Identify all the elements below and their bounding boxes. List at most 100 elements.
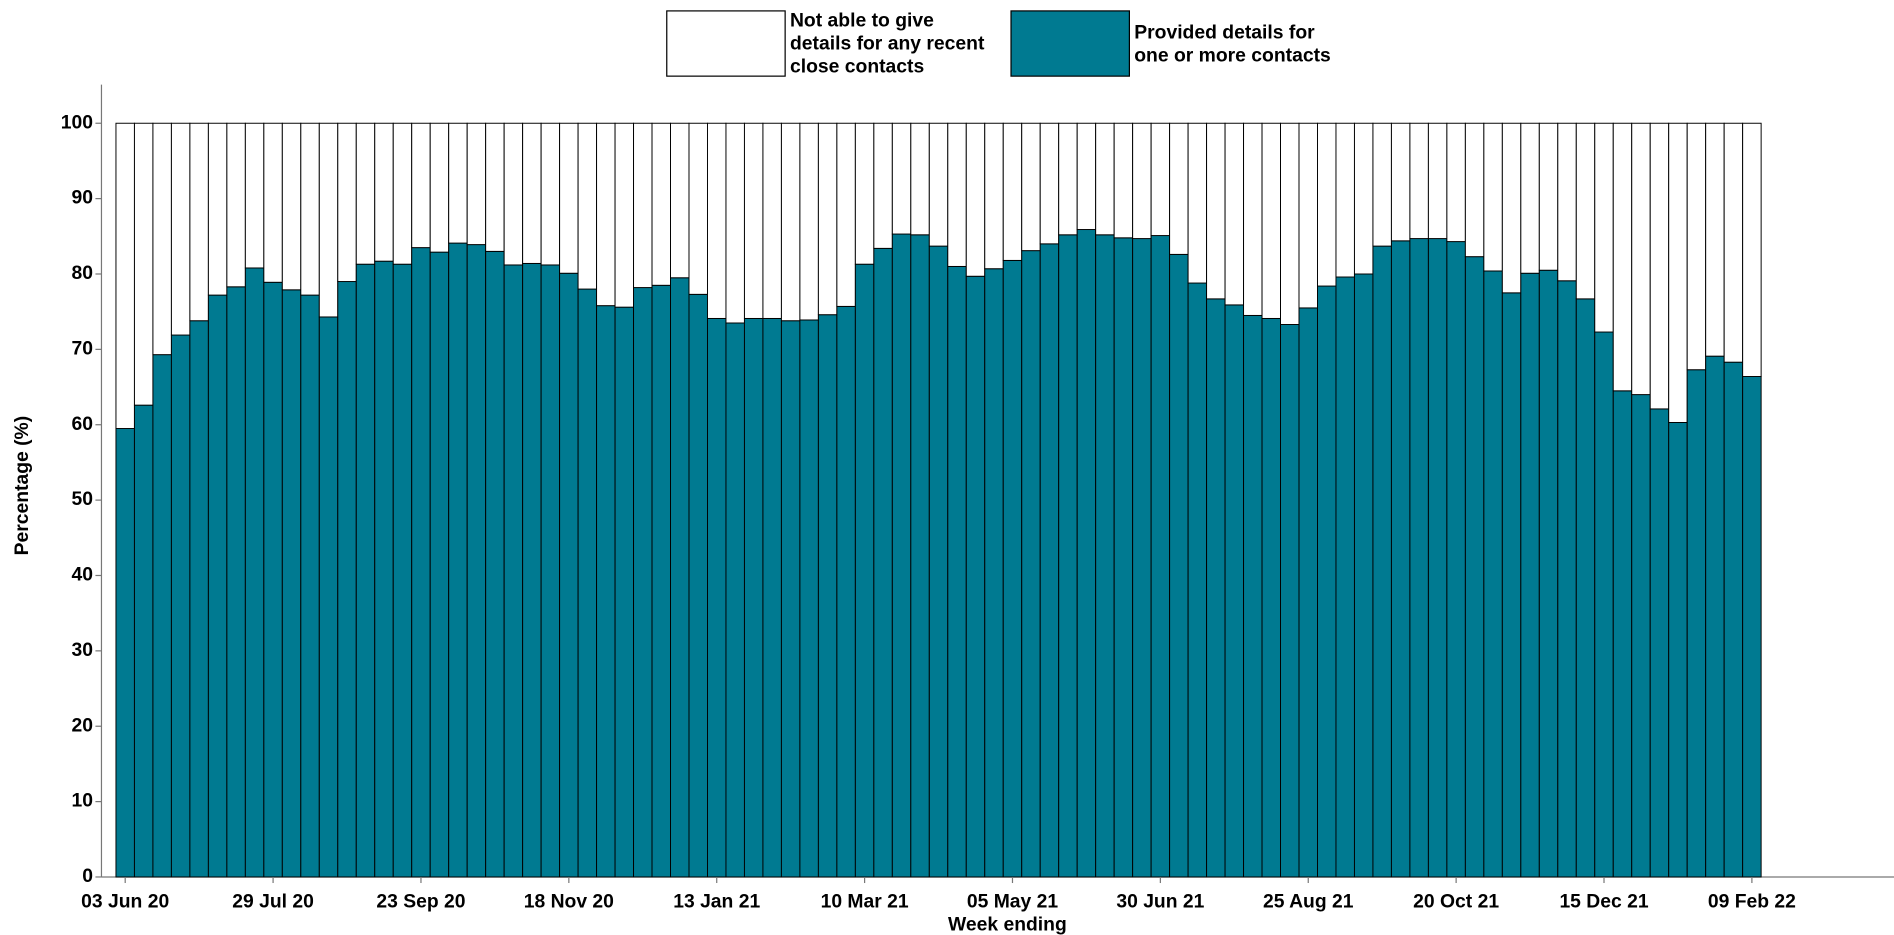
bar-segment [1243, 122, 1263, 316]
bar-segment [873, 122, 893, 249]
x-tick-label: 18 Nov 20 [524, 891, 614, 912]
x-tick-label: 25 Aug 21 [1263, 891, 1354, 912]
bar-segment [485, 250, 505, 878]
y-tick-label: 10 [72, 791, 93, 812]
bar-segment [1742, 376, 1762, 878]
bar-segment [947, 265, 967, 878]
bar-segment [1723, 122, 1744, 363]
bar-segment [429, 251, 450, 878]
bar-segment [374, 260, 394, 878]
bar-segment [1446, 122, 1466, 243]
bar-segment [910, 234, 930, 878]
bar-segment [1649, 122, 1670, 410]
bar-segment [670, 122, 690, 279]
bar-segment [540, 122, 561, 266]
bar-segment [1132, 122, 1152, 240]
bar-segment [522, 262, 542, 878]
bar-segment [522, 122, 542, 264]
bar-segment [965, 122, 986, 277]
bar-segment [1317, 285, 1337, 878]
bar-segment [503, 264, 524, 878]
bar-segment [1575, 298, 1596, 878]
bar-segment [577, 288, 598, 878]
bar-segment [854, 122, 875, 265]
bar-segment [1353, 273, 1374, 878]
bar-segment [873, 247, 893, 878]
bar-segment [1150, 235, 1171, 878]
bar-segment [799, 319, 819, 878]
bar-segment [1612, 122, 1633, 392]
bar-segment [263, 281, 283, 878]
bar-segment [355, 263, 376, 878]
bar-segment [300, 294, 320, 878]
bar-segment [836, 122, 856, 307]
bar-segment [1501, 292, 1522, 878]
bar-segment [1520, 272, 1540, 878]
bar-segment [466, 122, 487, 246]
bar-segment [337, 122, 357, 283]
bar-segment [799, 122, 819, 321]
bar-segment [1058, 234, 1078, 878]
x-tick-label: 23 Sep 20 [376, 891, 465, 912]
y-tick-label: 80 [72, 263, 93, 284]
bar-segment [1206, 122, 1226, 300]
bar-segment [244, 267, 265, 878]
x-tick-label: 03 Jun 20 [81, 891, 169, 912]
bar-segment [1575, 122, 1596, 300]
bar-segment [466, 244, 487, 878]
bar-segment [1372, 122, 1392, 247]
bar-segment [1686, 369, 1707, 878]
bar-segment [817, 122, 838, 316]
bar-segment [1483, 122, 1503, 272]
legend-label: Provided details for one or more contact… [1134, 22, 1331, 67]
bar-segment [503, 122, 524, 266]
bar-segment [670, 277, 690, 878]
bar-segment [1095, 234, 1115, 878]
bar-segment [984, 268, 1004, 878]
bar-segment [189, 122, 209, 322]
bar-segment [411, 247, 431, 878]
bar-segment [133, 404, 154, 878]
bar-segment [1187, 122, 1208, 284]
bar-segment [817, 314, 838, 878]
bar-segment [207, 294, 228, 878]
legend-swatch [1010, 10, 1130, 77]
bar-segment [984, 122, 1004, 270]
bar-segment [1557, 280, 1577, 878]
x-tick-label: 20 Oct 21 [1413, 891, 1499, 912]
bar-segment [226, 122, 246, 288]
bar-segment [1557, 122, 1577, 282]
bar-segment [1705, 122, 1725, 357]
bar-segment [392, 122, 413, 265]
bar-segment [891, 122, 912, 235]
bar-segment [263, 122, 283, 283]
bar-segment [596, 305, 616, 878]
bar-segment [743, 122, 764, 319]
bar-segment [1280, 122, 1300, 325]
bar-segment [1243, 314, 1263, 878]
bar-segment [1076, 229, 1097, 878]
bar-segment [1409, 238, 1429, 878]
bar-segment [1132, 238, 1152, 878]
bar-segment [1280, 324, 1300, 878]
bar-segment [281, 289, 302, 878]
bar-segment [1390, 240, 1411, 878]
bar-segment [374, 122, 394, 262]
bar-segment [1446, 241, 1466, 878]
bar-segment [318, 122, 339, 318]
bar-segment [1538, 269, 1559, 878]
bar-segment [1298, 122, 1318, 309]
bar-segment [1039, 243, 1060, 878]
bar-segment [1594, 331, 1614, 878]
bar-segment [559, 272, 579, 878]
bar-segment [1668, 421, 1688, 878]
bar-segment [706, 122, 727, 319]
bar-segment [189, 320, 209, 878]
bar-segment [1649, 408, 1670, 878]
bar-segment [115, 122, 135, 429]
legend-label-box: Provided details for one or more contact… [1134, 22, 1331, 67]
bar-segment [170, 122, 191, 336]
bar-segment [1113, 122, 1134, 239]
x-tick-label: 10 Mar 21 [821, 891, 909, 912]
